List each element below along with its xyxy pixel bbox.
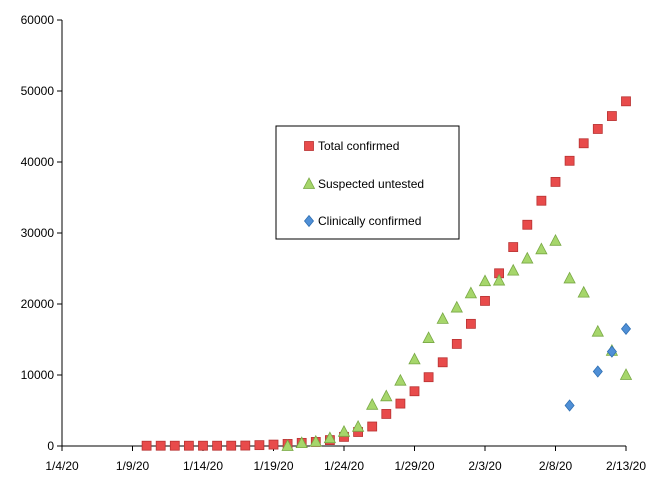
triangle-point	[366, 397, 379, 410]
square-point	[254, 440, 265, 451]
square-point	[423, 372, 434, 383]
square-point	[367, 421, 378, 432]
triangle-point	[577, 285, 590, 298]
triangle-point	[619, 368, 633, 380]
triangle-point	[450, 300, 463, 313]
x-tick-label: 2/8/20	[539, 459, 573, 473]
series-layer	[141, 96, 633, 451]
series-square	[141, 96, 631, 451]
legend-triangle-icon	[302, 177, 316, 189]
legend-square-icon	[304, 141, 314, 151]
triangle-point	[408, 352, 421, 365]
x-tick-label: 2/3/20	[468, 459, 502, 473]
x-tick-label: 1/19/20	[253, 459, 293, 473]
series-diamond	[564, 322, 632, 412]
y-tick-label: 30000	[21, 226, 55, 240]
triangle-point	[521, 251, 534, 264]
legend-items: Total confirmed Suspected untested Clinica…	[302, 139, 424, 228]
y-tick-label: 50000	[21, 84, 55, 98]
square-point	[183, 440, 194, 451]
y-tick-label: 20000	[21, 297, 55, 311]
legend-label: Total confirmed	[318, 139, 399, 153]
legend-label: Suspected untested	[318, 177, 424, 191]
square-point	[240, 440, 251, 451]
square-point	[607, 111, 617, 121]
square-point	[465, 318, 476, 329]
y-tick-label: 40000	[21, 155, 55, 169]
triangle-point	[380, 389, 393, 402]
triangle-point	[591, 324, 604, 337]
square-point	[409, 386, 420, 397]
square-point	[536, 195, 547, 206]
square-point	[451, 339, 462, 349]
square-point	[212, 440, 223, 451]
triangle-point	[436, 312, 449, 324]
y-tick-label: 10000	[21, 368, 55, 382]
square-point	[226, 440, 237, 451]
square-point	[550, 176, 561, 187]
square-point	[141, 440, 152, 451]
x-tick-label: 1/24/20	[324, 459, 364, 473]
y-ticks: 0 10000 20000 30000 40000 50000 60000	[21, 13, 62, 453]
square-point	[592, 124, 603, 134]
square-point	[395, 398, 406, 409]
x-tick-label: 1/9/20	[116, 459, 150, 473]
triangle-point	[478, 274, 492, 287]
y-tick-label: 0	[47, 439, 54, 453]
triangle-point	[549, 233, 562, 246]
triangle-point	[394, 373, 407, 386]
square-point	[508, 242, 519, 252]
triangle-point	[464, 286, 478, 299]
triangle-point	[323, 431, 337, 444]
triangle-point	[337, 424, 351, 437]
square-point	[480, 295, 490, 306]
square-point	[169, 440, 180, 451]
legend-diamond-icon	[303, 214, 315, 228]
square-point	[268, 439, 279, 450]
triangle-point	[563, 271, 576, 284]
triangle-point	[507, 263, 520, 276]
triangle-point	[535, 242, 548, 255]
x-tick-label: 1/14/20	[183, 459, 223, 473]
square-point	[564, 155, 575, 166]
diamond-point	[592, 365, 603, 378]
square-point	[522, 219, 533, 230]
diamond-point	[620, 322, 632, 335]
triangle-point	[422, 331, 435, 343]
square-point	[437, 357, 448, 368]
square-point	[198, 440, 208, 451]
square-point	[155, 440, 166, 451]
diamond-point	[606, 345, 617, 358]
triangle-point	[309, 434, 322, 447]
y-tick-label: 60000	[21, 13, 55, 27]
x-tick-label: 2/13/20	[606, 459, 646, 473]
triangle-point	[281, 439, 294, 451]
x-tick-label: 1/29/20	[394, 459, 434, 473]
legend-label: Clinically confirmed	[318, 214, 421, 228]
triangle-point	[295, 436, 308, 449]
triangle-point	[492, 273, 506, 286]
legend: Total confirmed Suspected untested Clinica…	[275, 125, 460, 240]
diamond-point	[564, 399, 575, 412]
square-point	[578, 138, 589, 149]
x-tick-label: 1/4/20	[45, 459, 79, 473]
triangle-point	[351, 419, 365, 432]
x-ticks: 1/4/20 1/9/20 1/14/20 1/19/20 1/24/20 1/29/20…	[45, 446, 646, 473]
square-point	[381, 409, 392, 419]
square-point	[621, 96, 631, 107]
